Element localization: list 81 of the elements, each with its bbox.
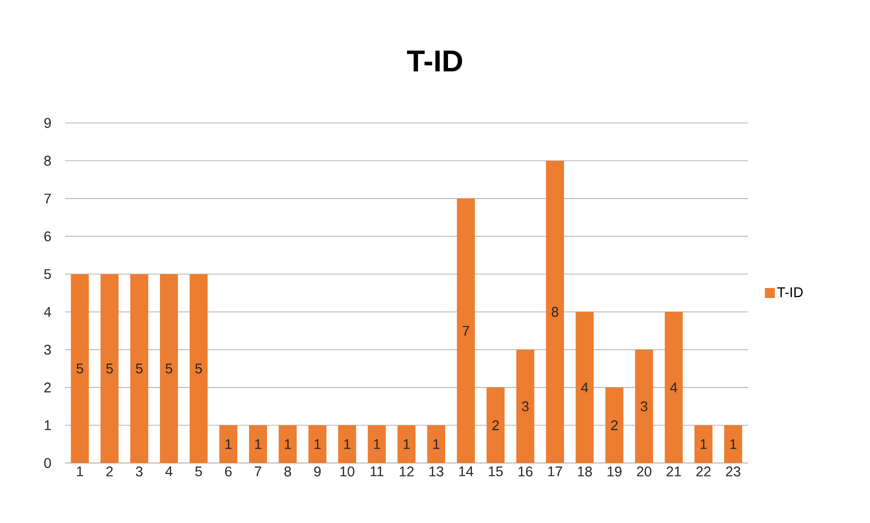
bar bbox=[635, 350, 654, 463]
data-label: 1 bbox=[226, 439, 232, 449]
data-label: 5 bbox=[195, 364, 202, 374]
y-tick-label: 0 bbox=[44, 458, 51, 468]
x-tick-label: 14 bbox=[459, 466, 474, 476]
bar bbox=[398, 425, 416, 463]
x-tick-label: 12 bbox=[400, 466, 414, 476]
bar bbox=[308, 425, 326, 463]
data-label: 1 bbox=[255, 439, 262, 449]
x-tick-label: 8 bbox=[284, 466, 292, 476]
bar bbox=[70, 274, 89, 463]
bar bbox=[130, 274, 148, 463]
y-tick-label: 1 bbox=[44, 420, 51, 430]
x-tick-label: 18 bbox=[578, 466, 592, 476]
y-tick-label: 4 bbox=[44, 307, 52, 317]
y-tick-label: 9 bbox=[44, 118, 51, 128]
bar bbox=[338, 425, 356, 463]
data-label: 2 bbox=[492, 420, 499, 430]
data-label: 1 bbox=[433, 439, 440, 449]
data-label: 1 bbox=[404, 439, 410, 449]
x-tick-label: 21 bbox=[666, 466, 681, 476]
y-tick-label: 6 bbox=[44, 231, 51, 242]
bar bbox=[456, 198, 475, 463]
chart-title: T-ID bbox=[407, 50, 462, 72]
x-tick-label: 4 bbox=[165, 466, 172, 476]
data-label: 2 bbox=[611, 420, 618, 430]
bar bbox=[368, 425, 386, 463]
bar bbox=[694, 425, 712, 463]
bar bbox=[160, 274, 178, 463]
data-label: 5 bbox=[106, 364, 113, 374]
x-tick-label: 16 bbox=[518, 466, 532, 476]
bar bbox=[219, 425, 238, 463]
x-tick-label: 7 bbox=[254, 466, 262, 476]
bar bbox=[278, 425, 297, 463]
data-label: 4 bbox=[670, 382, 678, 392]
x-tick-label: 13 bbox=[429, 466, 444, 476]
x-tick-label: 1 bbox=[77, 466, 84, 476]
bar bbox=[546, 160, 564, 463]
bar bbox=[516, 350, 534, 463]
y-tick-label: 7 bbox=[44, 194, 51, 204]
y-tick-label: 3 bbox=[44, 344, 51, 355]
x-tick-label: 17 bbox=[548, 466, 562, 476]
bar bbox=[664, 312, 683, 463]
bar bbox=[576, 312, 594, 463]
x-tick-label: 22 bbox=[696, 466, 711, 476]
data-label: 4 bbox=[581, 382, 588, 392]
data-label: 8 bbox=[552, 306, 558, 317]
data-label: 5 bbox=[166, 364, 172, 374]
x-tick-label: 15 bbox=[488, 466, 503, 476]
data-label: 1 bbox=[314, 439, 321, 449]
y-tick-label: 2 bbox=[44, 382, 51, 392]
data-label: 3 bbox=[522, 401, 529, 412]
x-tick-label: 9 bbox=[314, 466, 321, 476]
data-label: 5 bbox=[136, 364, 143, 374]
data-label: 7 bbox=[462, 326, 470, 336]
x-tick-label: 20 bbox=[636, 466, 652, 476]
bar bbox=[100, 274, 119, 463]
bar bbox=[190, 274, 208, 463]
bar bbox=[486, 387, 505, 463]
data-label: 1 bbox=[700, 439, 707, 449]
x-tick-label: 5 bbox=[195, 466, 202, 476]
data-label: 1 bbox=[344, 439, 350, 449]
y-tick-label: 5 bbox=[44, 269, 51, 279]
bar bbox=[249, 425, 268, 463]
data-label: 1 bbox=[374, 439, 380, 449]
legend-label: T-ID bbox=[777, 287, 803, 298]
x-tick-label: 6 bbox=[225, 466, 232, 476]
x-tick-label: 19 bbox=[608, 466, 622, 476]
x-tick-label: 10 bbox=[340, 466, 354, 476]
x-tick-label: 3 bbox=[136, 466, 143, 476]
data-label: 1 bbox=[730, 439, 736, 449]
data-label: 5 bbox=[76, 364, 84, 374]
bar bbox=[724, 425, 742, 463]
y-tick-label: 8 bbox=[44, 156, 51, 166]
data-label: 1 bbox=[284, 439, 291, 449]
data-label: 3 bbox=[640, 401, 648, 412]
x-tick-label: 11 bbox=[370, 466, 384, 476]
x-tick-label: 23 bbox=[726, 466, 740, 476]
bar bbox=[427, 425, 446, 463]
x-tick-label: 2 bbox=[106, 466, 113, 476]
bar bbox=[605, 387, 624, 463]
